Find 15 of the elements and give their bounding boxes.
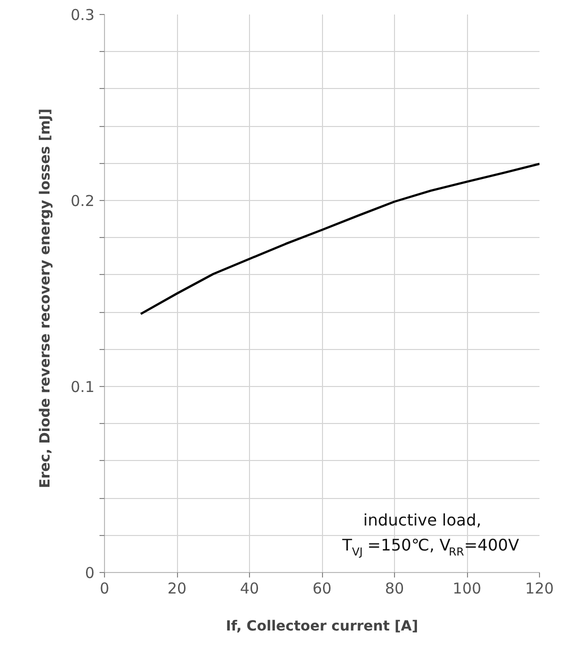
x-tick-label: 40 <box>240 580 260 598</box>
x-tick-label: 20 <box>167 580 187 598</box>
x-tick-label: 0 <box>100 580 110 598</box>
y-tick-label: 0 <box>84 564 95 582</box>
x-tick-label: 120 <box>525 580 554 598</box>
x-tick-label: 60 <box>312 580 332 598</box>
y-tick-label: 0.2 <box>70 192 95 210</box>
x-tick-label: 100 <box>452 580 482 598</box>
x-axis-title: If, Collectoer current [A] <box>226 618 418 634</box>
annotation: inductive load, <box>363 510 482 530</box>
x-tick-label: 80 <box>384 580 404 598</box>
line-series <box>140 162 540 316</box>
y-tick-label: 0.1 <box>70 378 95 396</box>
y-tick-label: 0.3 <box>70 6 95 24</box>
y-axis-title: Erec, Diode reverse recovery energy losses [mJ] <box>38 108 54 488</box>
